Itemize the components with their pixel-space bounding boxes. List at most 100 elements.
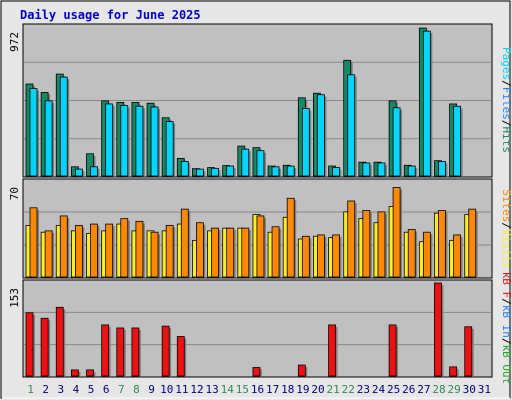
- bar-sites: [165, 225, 174, 278]
- x-tick-label: 26: [402, 383, 415, 396]
- bar-kb-f: [86, 369, 94, 377]
- bar-files: [196, 168, 204, 177]
- chart-title: Daily usage for June 2025: [20, 8, 201, 22]
- x-tick-label: 14: [221, 383, 235, 396]
- bar-files: [317, 94, 325, 177]
- bar-kb-f: [252, 367, 261, 377]
- bar-files: [74, 168, 83, 177]
- bar-sites: [301, 235, 310, 278]
- bar-files: [271, 166, 280, 177]
- bar-sites: [347, 200, 356, 278]
- bar-kb-f: [176, 336, 185, 377]
- bar-files: [301, 108, 310, 177]
- legend-entry: /: [500, 298, 512, 305]
- legend-entry: Sites: [500, 189, 512, 222]
- bar-kb-f: [388, 324, 397, 377]
- bottom-legend: kB F/kB In/kB Out: [500, 272, 512, 385]
- legend-entry: /: [500, 80, 512, 87]
- legend-entry: Files: [500, 87, 512, 120]
- bar-sites: [468, 208, 477, 278]
- legend-entry: Visits: [500, 229, 512, 269]
- x-tick-label: 12: [190, 383, 203, 396]
- bar-sites: [226, 227, 235, 278]
- x-tick-label: 15: [236, 383, 249, 396]
- x-tick-label: 3: [58, 383, 65, 396]
- bar-files: [407, 165, 416, 177]
- bar-sites: [59, 215, 68, 278]
- y-max-label: 70: [8, 187, 21, 200]
- x-tick-label: 28: [432, 383, 445, 396]
- bar-kb-f: [464, 326, 473, 377]
- x-tick-label: 27: [417, 383, 430, 396]
- bar-sites: [392, 187, 401, 278]
- bar-sites: [377, 211, 386, 278]
- legend-entry: /: [500, 338, 512, 345]
- bar-sites: [29, 207, 38, 278]
- bar-kb-f: [101, 324, 110, 377]
- bar-sites: [150, 231, 159, 278]
- middle-legend: Sites/Visits: [500, 189, 512, 269]
- x-tick-label: 1: [27, 383, 34, 396]
- bar-files: [438, 161, 446, 177]
- bar-files: [59, 76, 68, 177]
- bar-sites: [120, 218, 129, 278]
- bar-sites: [286, 197, 295, 278]
- bar-kb-f: [434, 282, 442, 377]
- x-axis-day-labels: 1 2 3 4 5 6 7 8 9 10 11 12 13 14 15 16 17 18 19 20 21 22 23 24 2…: [27, 383, 491, 396]
- legend-entry: kB In: [500, 305, 512, 338]
- bar-kb-f: [70, 369, 79, 377]
- bar-sites: [74, 225, 83, 278]
- x-tick-label: 24: [372, 383, 386, 396]
- bar-sites: [362, 210, 371, 278]
- bar-files: [256, 150, 265, 177]
- x-tick-label: 19: [296, 383, 309, 396]
- y-max-label: 153: [8, 288, 21, 308]
- x-tick-label: 9: [148, 383, 155, 396]
- bar-files: [165, 121, 174, 177]
- x-tick-label: 21: [327, 383, 340, 396]
- bar-files: [286, 165, 295, 177]
- bar-hits: [86, 153, 94, 177]
- kbytes-panel: 153: [8, 279, 493, 378]
- bar-files: [29, 88, 38, 177]
- bar-files: [105, 103, 114, 177]
- bar-files: [377, 162, 386, 177]
- x-tick-label: 4: [73, 383, 80, 396]
- bar-files: [241, 148, 250, 177]
- bar-files: [453, 105, 462, 177]
- legend-entry: /: [500, 120, 512, 127]
- x-tick-label: 23: [357, 383, 370, 396]
- panel-background: [22, 279, 493, 378]
- bottom-legend-text: kB F/kB In/kB Out: [500, 272, 512, 385]
- bar-sites: [44, 230, 53, 278]
- bar-kb-f: [328, 324, 336, 377]
- bar-sites: [196, 222, 204, 278]
- bar-files: [90, 166, 98, 177]
- legend-entry: kB Out: [500, 345, 512, 385]
- bar-sites: [180, 208, 189, 278]
- legend-entry: /: [500, 222, 512, 229]
- bar-files: [332, 167, 340, 177]
- top-legend-text: Pages/Files/Hits: [500, 47, 512, 153]
- x-tick-label: 13: [205, 383, 218, 396]
- bar-sites: [105, 223, 114, 278]
- bar-sites: [317, 234, 325, 278]
- bar-kb-f: [161, 325, 170, 377]
- x-tick-label: 18: [281, 383, 294, 396]
- bar-kb-f: [25, 312, 34, 377]
- x-tick-label: 7: [118, 383, 125, 396]
- y-max-label: 972: [8, 32, 21, 52]
- x-tick-label: 25: [387, 383, 400, 396]
- bar-kb-f: [131, 327, 140, 377]
- bar-files: [211, 167, 219, 177]
- bar-sites: [211, 227, 219, 278]
- bar-kb-f: [449, 366, 458, 377]
- legend-entry: kB F: [500, 272, 512, 299]
- bar-sites: [332, 234, 340, 278]
- x-tick-label: 5: [88, 383, 95, 396]
- x-tick-label: 6: [103, 383, 110, 396]
- bar-files: [422, 30, 431, 177]
- middle-legend-text: Sites/Visits: [500, 189, 512, 269]
- x-tick-label: 11: [175, 383, 188, 396]
